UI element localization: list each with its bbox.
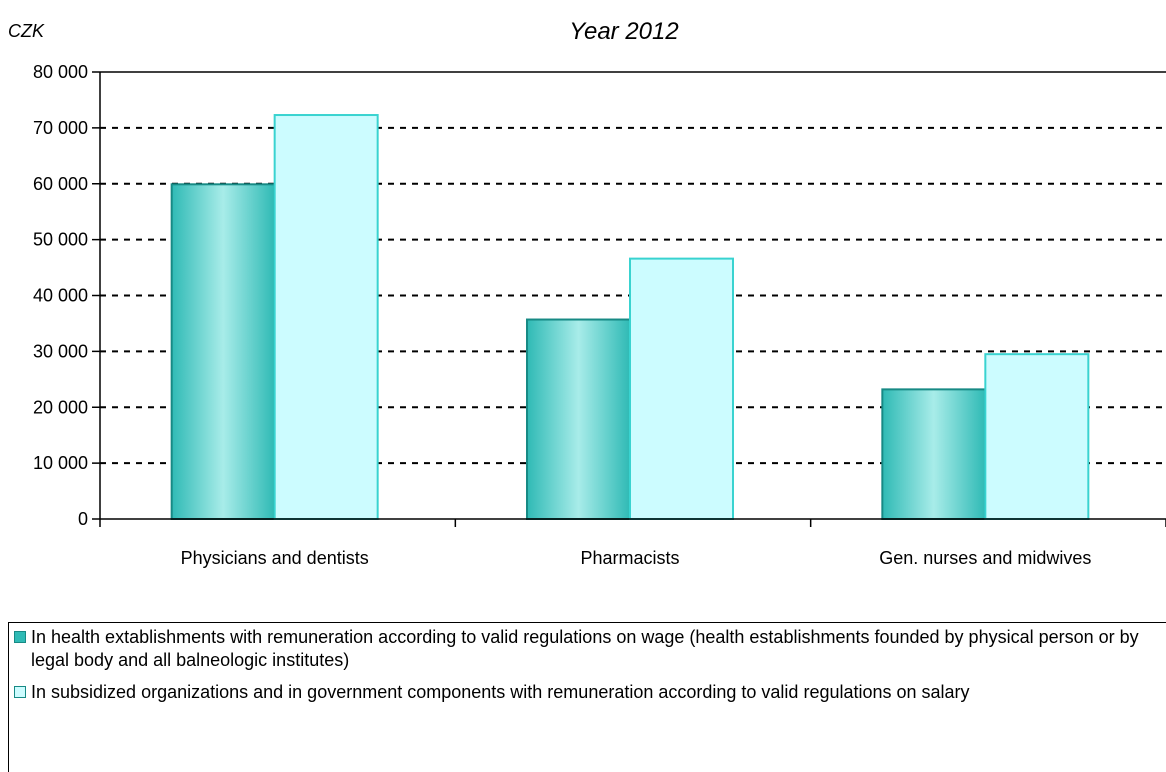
y-tick-label: 50 000: [33, 230, 88, 250]
chart-title: Year 2012: [569, 18, 678, 45]
bar-series-2-2: [629, 257, 734, 520]
y-tick-label: 20 000: [33, 397, 88, 417]
bar-chart: CZK Year 2012 0 10 000 20 000 30 000 40 000 5…: [8, 18, 1166, 568]
bars: [170, 114, 1090, 521]
y-tick-label: 40 000: [33, 286, 88, 306]
y-axis-ticks: 0 10 000 20 000 30 000 40 000 50 000 60 000 70 …: [33, 62, 100, 529]
y-tick-label: 0: [78, 509, 88, 529]
category-labels: Physicians and dentists Pharmacists Gen. n…: [181, 548, 1092, 568]
legend-label-series-1: In health extablishments with remunerati…: [31, 627, 1139, 670]
y-tick-label: 70 000: [33, 118, 88, 138]
legend: In health extablishments with remunerati…: [8, 622, 1166, 772]
bar-series-1-3: [881, 388, 987, 520]
bar-series-1-1: [170, 183, 276, 520]
x-category-label: Gen. nurses and midwives: [879, 548, 1091, 568]
x-axis-ticks: [99, 519, 1166, 527]
x-category-label: Physicians and dentists: [181, 548, 369, 568]
unit-label: CZK: [8, 21, 45, 41]
y-tick-label: 80 000: [33, 62, 88, 82]
y-tick-label: 60 000: [33, 174, 88, 194]
bar-series-2-1: [273, 114, 379, 521]
bar-series-1-2: [526, 318, 631, 520]
y-tick-label: 30 000: [33, 341, 88, 361]
legend-swatch-series-1: [14, 631, 26, 643]
legend-label-series-2: In subsidized organizations and in gover…: [31, 682, 970, 702]
legend-swatch-series-2: [14, 686, 26, 698]
y-tick-label: 10 000: [33, 453, 88, 473]
bar-series-2-3: [984, 353, 1090, 521]
x-category-label: Pharmacists: [580, 548, 679, 568]
